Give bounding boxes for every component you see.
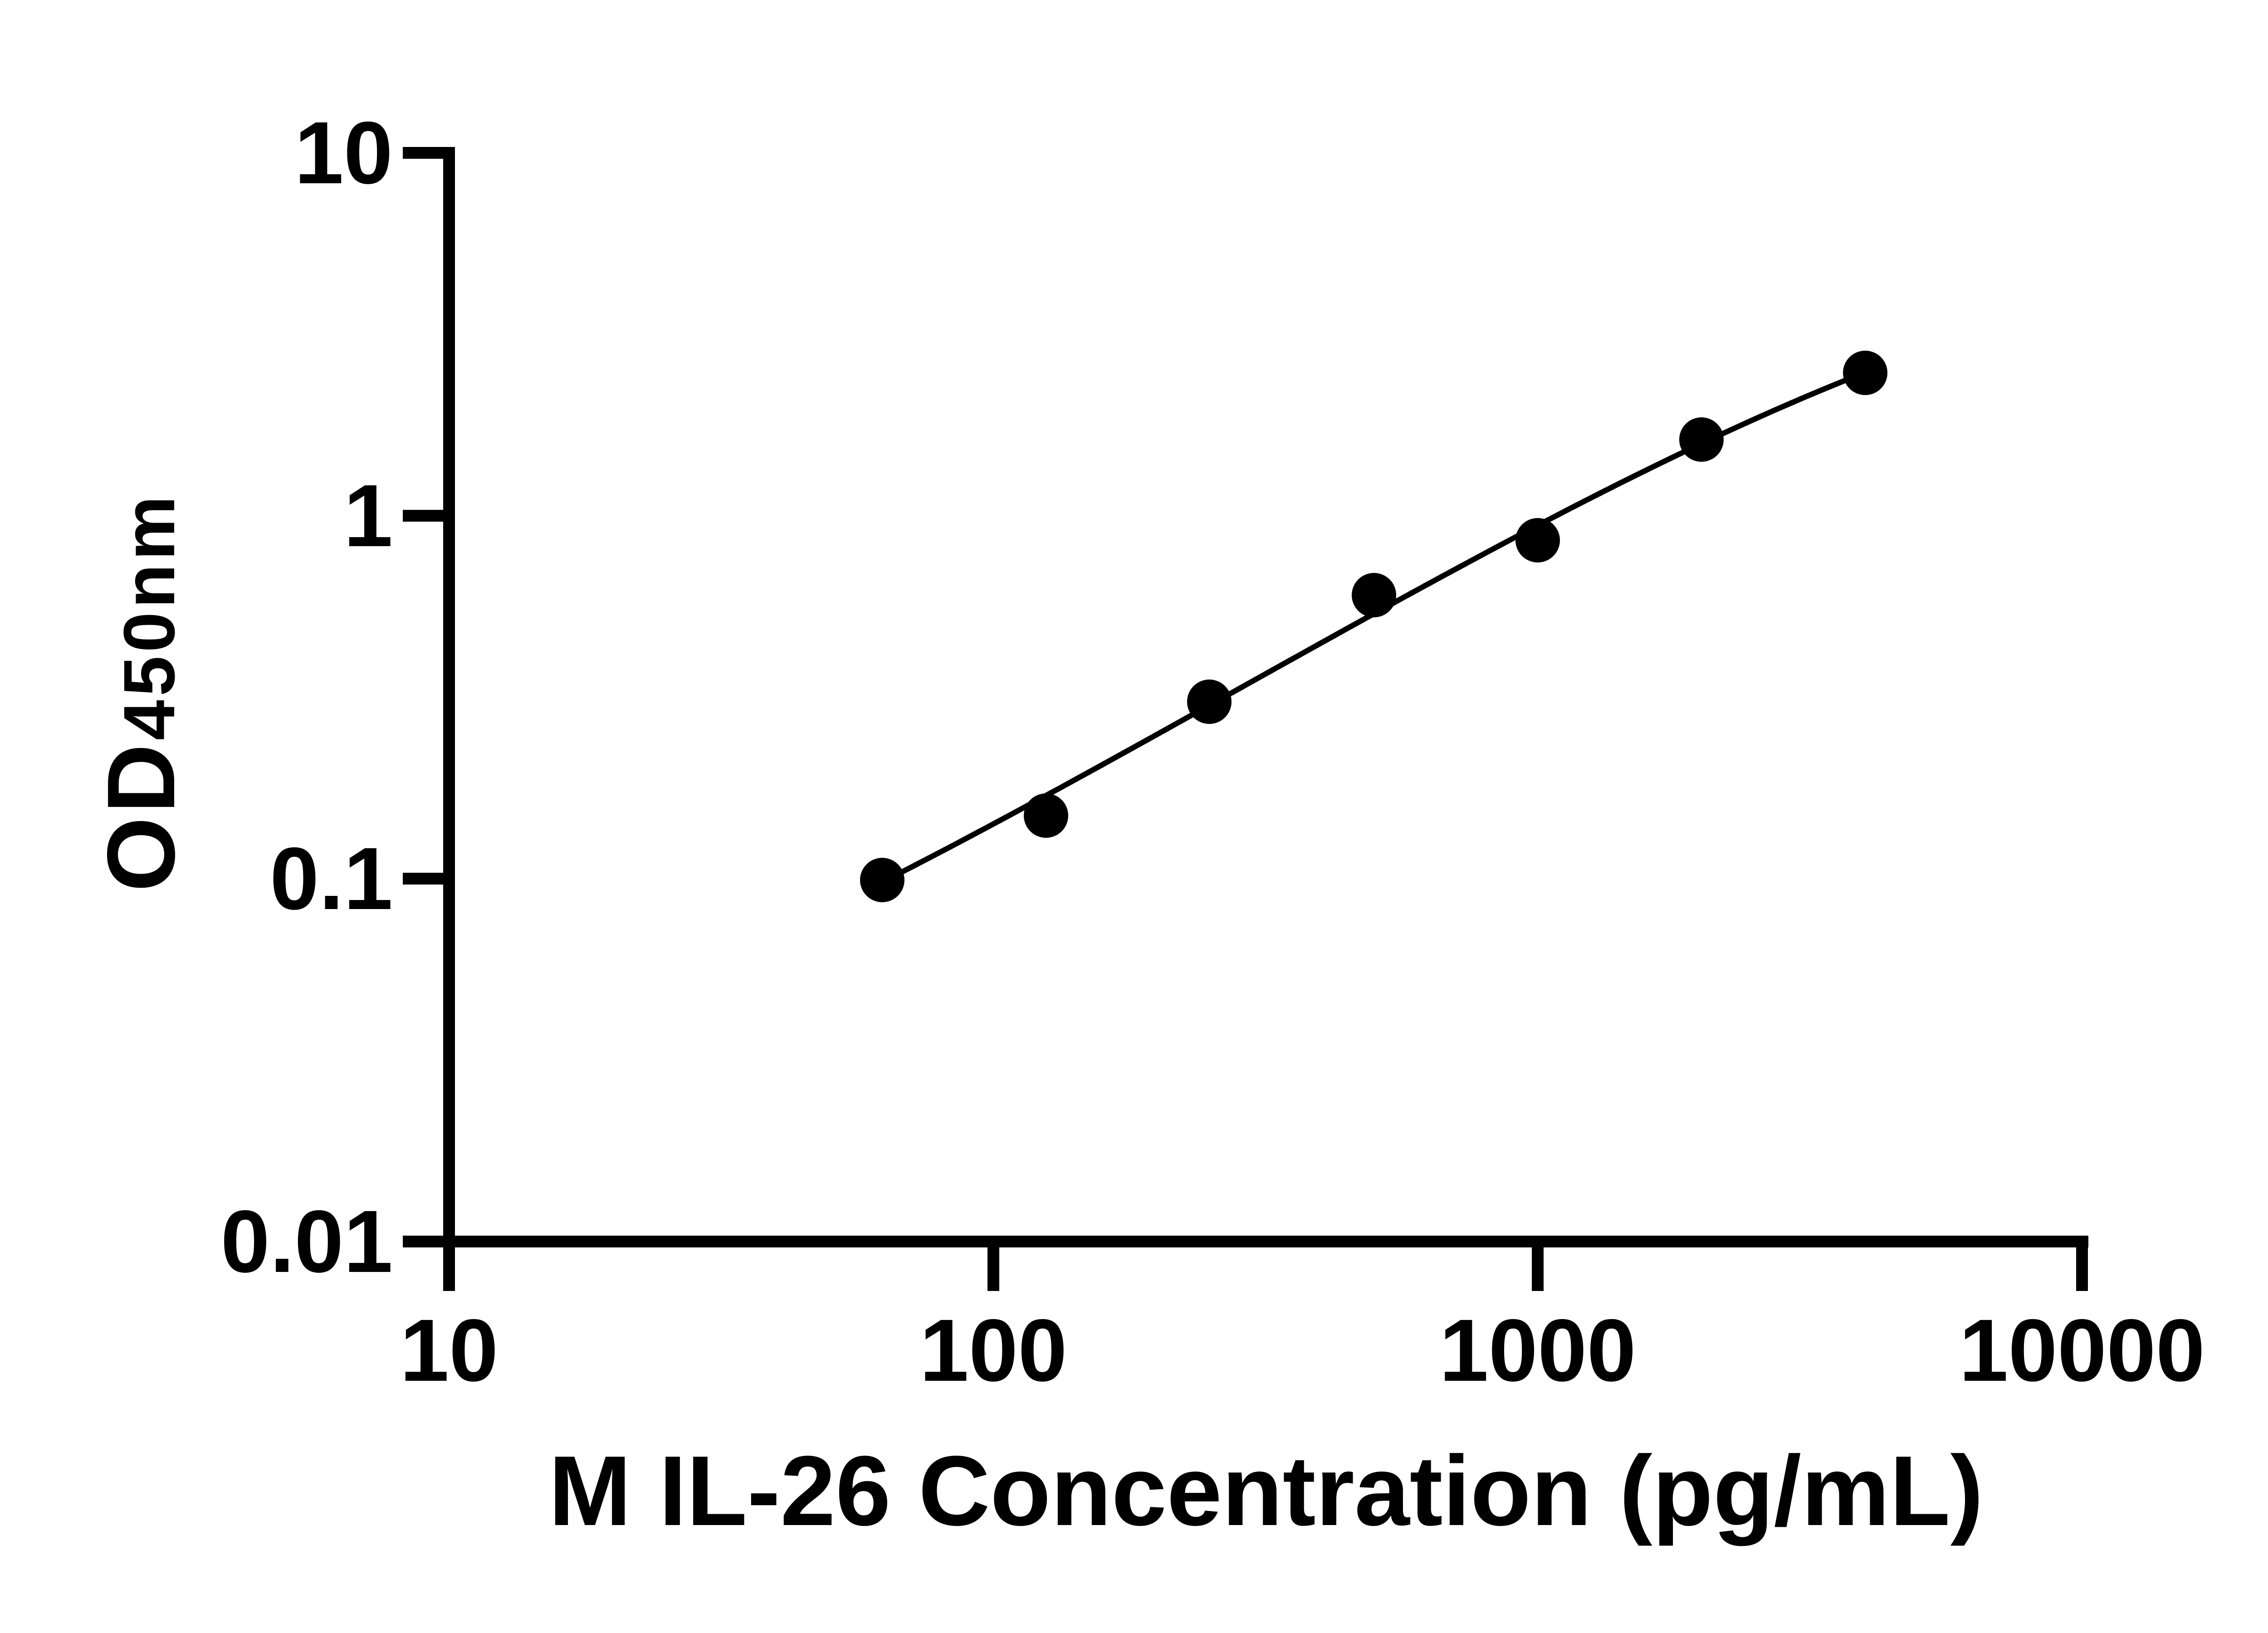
svg-text:100: 100 (919, 1301, 1067, 1400)
svg-text:OD450nm: OD450nm (87, 492, 195, 892)
svg-text:1000: 1000 (1439, 1301, 1636, 1400)
svg-text:10: 10 (400, 1301, 499, 1400)
svg-text:0.1: 0.1 (270, 829, 393, 928)
svg-text:1: 1 (344, 466, 393, 565)
svg-text:10000: 10000 (1959, 1301, 2205, 1400)
svg-text:10: 10 (294, 103, 393, 202)
svg-text:0.01: 0.01 (220, 1192, 393, 1291)
svg-text:M IL-26 Concentration (pg/mL): M IL-26 Concentration (pg/mL) (548, 1436, 1983, 1546)
